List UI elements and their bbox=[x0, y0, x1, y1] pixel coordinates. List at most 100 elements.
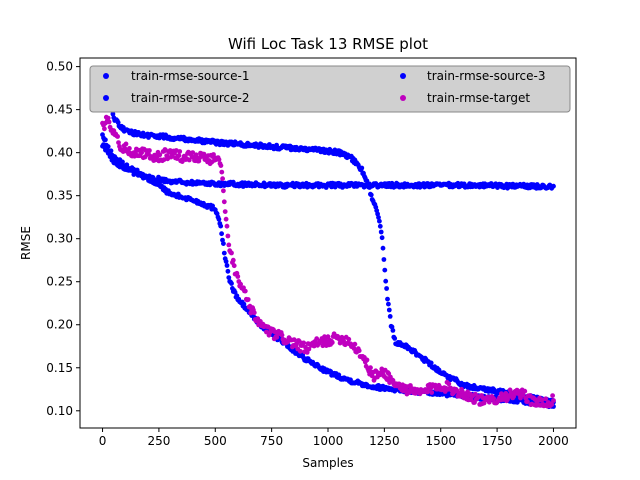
chart-title: Wifi Loc Task 13 RMSE plot bbox=[228, 35, 428, 53]
data-point bbox=[264, 329, 269, 335]
data-point bbox=[380, 245, 386, 251]
data-point bbox=[385, 296, 390, 302]
data-point bbox=[229, 281, 234, 286]
data-point bbox=[221, 250, 227, 256]
data-point bbox=[220, 176, 226, 182]
data-point bbox=[352, 341, 358, 347]
data-point bbox=[511, 394, 516, 399]
data-point bbox=[226, 275, 232, 280]
data-point bbox=[147, 148, 152, 153]
data-point bbox=[242, 288, 248, 294]
data-point bbox=[551, 183, 556, 189]
legend: train-rmse-source-1 train-rmse-source-2 … bbox=[89, 65, 571, 113]
data-point bbox=[314, 336, 320, 342]
data-point bbox=[364, 357, 370, 363]
data-point bbox=[219, 169, 225, 175]
data-point bbox=[241, 301, 247, 307]
series-train-rmse-source-3 bbox=[100, 72, 556, 405]
data-point bbox=[224, 223, 230, 229]
y-tick-label: 0.10 bbox=[46, 404, 73, 418]
y-tick-label: 0.20 bbox=[46, 318, 73, 332]
data-point bbox=[543, 396, 549, 402]
data-point bbox=[325, 334, 331, 340]
y-tick-label: 0.40 bbox=[46, 146, 73, 160]
data-point bbox=[392, 336, 398, 341]
data-point bbox=[177, 149, 183, 154]
data-point bbox=[386, 307, 392, 313]
data-point bbox=[238, 281, 244, 287]
legend-marker-target bbox=[400, 95, 406, 101]
data-point bbox=[390, 378, 396, 383]
data-point bbox=[224, 263, 230, 268]
data-point bbox=[368, 192, 374, 198]
series-train-rmse-target bbox=[100, 114, 556, 409]
legend-label-target: train-rmse-target bbox=[427, 91, 530, 105]
data-point bbox=[108, 152, 114, 158]
data-point bbox=[376, 215, 381, 220]
data-point bbox=[201, 151, 207, 157]
data-point bbox=[225, 268, 231, 274]
data-point bbox=[102, 126, 107, 132]
x-tick-label: 2000 bbox=[538, 434, 569, 448]
x-tick-label: 1250 bbox=[369, 434, 400, 448]
data-point bbox=[551, 398, 556, 403]
x-tick-label: 1750 bbox=[482, 434, 513, 448]
data-point bbox=[491, 396, 496, 401]
data-point bbox=[297, 348, 303, 354]
data-point bbox=[367, 185, 372, 190]
y-tick-label: 0.45 bbox=[46, 103, 73, 117]
data-point bbox=[377, 218, 382, 224]
legend-marker-source-2 bbox=[103, 95, 109, 101]
data-point bbox=[377, 223, 383, 229]
legend-marker-source-3 bbox=[400, 73, 406, 79]
legend-label-source-3: train-rmse-source-3 bbox=[427, 69, 545, 83]
data-point bbox=[222, 209, 228, 215]
data-point bbox=[359, 165, 365, 171]
data-point bbox=[384, 286, 389, 291]
data-point bbox=[105, 115, 111, 121]
data-point bbox=[379, 235, 385, 241]
data-point bbox=[226, 242, 232, 248]
data-point bbox=[106, 119, 112, 125]
axis-ticks: 0 250 500 750 1000 1250 1500 1750 2000 0.10 0.15 0.… bbox=[46, 60, 568, 448]
data-point bbox=[522, 388, 528, 394]
data-point bbox=[230, 257, 236, 263]
x-tick-label: 500 bbox=[204, 434, 227, 448]
data-point bbox=[190, 150, 196, 156]
x-axis-label: Samples bbox=[302, 456, 353, 470]
data-point bbox=[126, 146, 132, 151]
data-point bbox=[176, 153, 182, 159]
data-point bbox=[219, 231, 225, 237]
x-tick-label: 750 bbox=[260, 434, 283, 448]
y-tick-label: 0.30 bbox=[46, 232, 73, 246]
legend-marker-source-1 bbox=[103, 73, 109, 79]
x-tick-label: 1500 bbox=[425, 434, 456, 448]
data-point bbox=[383, 278, 389, 284]
data-point bbox=[356, 348, 362, 354]
data-point bbox=[279, 332, 285, 338]
y-axis-label: RMSE bbox=[19, 226, 33, 260]
data-point bbox=[549, 402, 555, 407]
data-point bbox=[157, 152, 163, 158]
legend-box bbox=[89, 65, 571, 113]
data-point bbox=[221, 188, 226, 194]
data-point bbox=[368, 365, 373, 371]
data-point bbox=[245, 297, 251, 302]
data-point bbox=[381, 257, 387, 262]
data-point bbox=[216, 157, 222, 163]
data-point bbox=[429, 390, 435, 395]
data-point bbox=[229, 250, 234, 256]
data-point bbox=[221, 199, 227, 205]
data-point bbox=[231, 263, 237, 269]
data-point bbox=[251, 310, 257, 316]
data-point bbox=[428, 360, 434, 366]
data-point bbox=[387, 314, 393, 319]
data-point bbox=[225, 233, 231, 239]
data-point bbox=[139, 150, 145, 156]
data-point bbox=[115, 134, 120, 139]
x-tick-label: 0 bbox=[99, 434, 107, 448]
data-point bbox=[221, 241, 226, 247]
data-point bbox=[378, 229, 384, 235]
data-point bbox=[116, 140, 121, 146]
data-point bbox=[329, 340, 335, 345]
